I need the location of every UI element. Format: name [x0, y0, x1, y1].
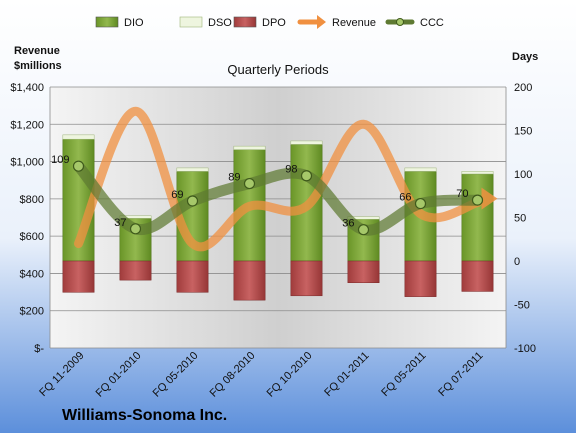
left-axis-title-line1: Revenue	[14, 45, 60, 57]
right-tick-label: -100	[514, 343, 536, 355]
left-tick-label: $1,400	[10, 82, 44, 94]
bar-dpo	[176, 260, 209, 293]
right-tick-label: 200	[514, 82, 532, 94]
ccc-data-label: 89	[228, 172, 240, 184]
ccc-point	[72, 160, 85, 172]
ccc-data-label: 37	[114, 217, 126, 229]
left-tick-label: $400	[20, 268, 44, 280]
revenue-line	[74, 106, 482, 252]
right-axis-ticks: -100 -50 0 50 100 150 200	[514, 82, 536, 355]
left-tick-label: $800	[20, 194, 44, 206]
bar-dso	[290, 140, 323, 145]
legend-label-dpo: DPO	[262, 17, 286, 29]
legend-swatch-dio	[95, 16, 119, 28]
right-tick-label: -50	[514, 300, 530, 312]
legend-label-dso: DSO	[208, 17, 232, 29]
left-tick-label: $200	[20, 306, 44, 318]
left-tick-label: $1,200	[10, 119, 44, 131]
bar-dpo	[233, 260, 266, 301]
legend-label-dio: DIO	[124, 17, 144, 29]
bar-dpo	[404, 260, 437, 297]
bar-dio	[461, 173, 494, 262]
legend-label-ccc: CCC	[420, 17, 444, 29]
revenue-arrowhead	[481, 187, 498, 210]
ccc-point	[300, 170, 313, 182]
ccc-point	[243, 177, 256, 190]
ccc-data-label: 36	[342, 218, 354, 230]
left-tick-label: $-	[34, 343, 44, 355]
legend-swatch-dpo	[233, 16, 257, 28]
right-tick-label: 0	[514, 256, 520, 268]
right-tick-label: 50	[514, 213, 526, 225]
ccc-point	[414, 197, 427, 210]
data-labels-layer: 109 37 69 89 98 36 66 70	[51, 154, 468, 230]
legend: DIO DSO DPO Revenue CCC	[95, 15, 444, 29]
ccc-data-label: 69	[171, 189, 183, 201]
left-tick-label: $1,000	[10, 157, 44, 169]
bar-dpo	[347, 260, 380, 283]
legend-swatch-ccc-point	[396, 18, 404, 26]
bar-dso	[62, 134, 95, 140]
ccc-data-label: 70	[456, 188, 468, 200]
company-name: Williams-Sonoma Inc.	[62, 407, 227, 424]
ccc-data-label: 98	[285, 164, 297, 176]
ccc-point	[129, 223, 142, 235]
bar-dso	[233, 145, 266, 150]
bar-dpo	[461, 260, 494, 292]
ccc-point	[471, 194, 484, 206]
left-tick-label: $600	[20, 231, 44, 243]
ccc-point	[186, 195, 199, 207]
bar-dso	[461, 171, 494, 175]
right-tick-label: 150	[514, 126, 532, 138]
bar-dso	[176, 167, 209, 172]
left-axis-title-line2: $millions	[14, 60, 62, 72]
bar-dpo	[290, 260, 323, 297]
legend-label-revenue: Revenue	[332, 17, 376, 29]
points-layer	[72, 160, 484, 236]
chart-subtitle: Quarterly Periods	[227, 62, 329, 77]
ccc-data-label: 66	[399, 192, 411, 204]
left-axis-ticks: $- $200 $400 $600 $800 $1,000 $1,200 $1,400	[10, 82, 44, 355]
legend-swatch-revenue-arrow	[317, 15, 326, 29]
bar-dso	[404, 167, 437, 172]
right-tick-label: 100	[514, 169, 532, 181]
ccc-data-label: 109	[51, 154, 69, 166]
bar-dpo	[62, 260, 95, 293]
right-axis-title: Days	[512, 51, 538, 63]
legend-swatch-dso	[179, 16, 203, 28]
ccc-point	[357, 224, 370, 236]
bar-dpo	[119, 260, 152, 281]
